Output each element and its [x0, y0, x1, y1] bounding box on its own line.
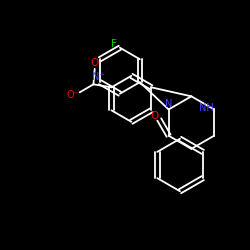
- Text: F: F: [111, 39, 116, 49]
- Text: N: N: [165, 99, 172, 109]
- Text: O⁻: O⁻: [66, 90, 79, 100]
- Text: O: O: [90, 58, 99, 68]
- Text: O: O: [151, 112, 159, 122]
- Text: NH: NH: [199, 103, 214, 113]
- Text: N⁺: N⁺: [92, 72, 104, 82]
